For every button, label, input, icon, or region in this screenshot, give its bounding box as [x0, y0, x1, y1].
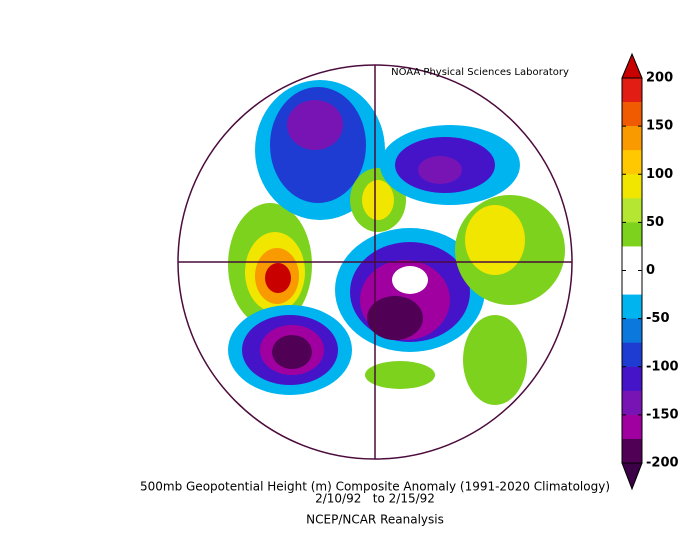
colorbar-tick-label: -100 — [646, 359, 679, 374]
colorbar-segment — [622, 438, 642, 464]
colorbar-segment — [622, 246, 642, 271]
colorbar-under — [621, 462, 643, 491]
colorbar: 200 150 100 50 0 -50 -100 -150 -200 — [621, 52, 679, 491]
colorbar-segment — [622, 150, 642, 175]
colorbar-tick-label: 0 — [646, 263, 655, 278]
colorbar-segment — [622, 390, 642, 416]
title: 500mb Geopotential Height (m) Composite … — [140, 480, 610, 494]
colorbar-segment — [622, 342, 642, 368]
colorbar-tick-label: 150 — [646, 119, 673, 134]
source: NCEP/NCAR Reanalysis — [306, 513, 444, 527]
colorbar-segment — [622, 198, 642, 223]
colorbar-segment — [622, 318, 642, 343]
colorbar-segment — [622, 294, 642, 319]
credit: NOAA Physical Sciences Laboratory — [391, 67, 569, 78]
colorbar-tick-label: -50 — [646, 311, 670, 326]
colorbar-segment — [622, 174, 642, 199]
colorbar-over — [621, 52, 643, 79]
anomaly-field — [228, 80, 565, 405]
colorbar-segment — [622, 222, 642, 247]
colorbar-tick-label: -200 — [646, 456, 679, 471]
colorbar-segment — [622, 102, 642, 127]
colorbar-segment — [622, 78, 642, 103]
colorbar-tick-label: -150 — [646, 407, 679, 422]
colorbar-tick-label: 50 — [646, 215, 664, 230]
colorbar-segment — [622, 270, 642, 295]
colorbar-tick-label: 100 — [646, 167, 673, 182]
colorbar-segment — [622, 126, 642, 151]
colorbar-segment — [622, 366, 642, 392]
colorbar-tick-label: 200 — [646, 71, 673, 86]
colorbar-segment — [622, 414, 642, 440]
date-range: 2/10/92 to 2/15/92 — [315, 492, 435, 506]
